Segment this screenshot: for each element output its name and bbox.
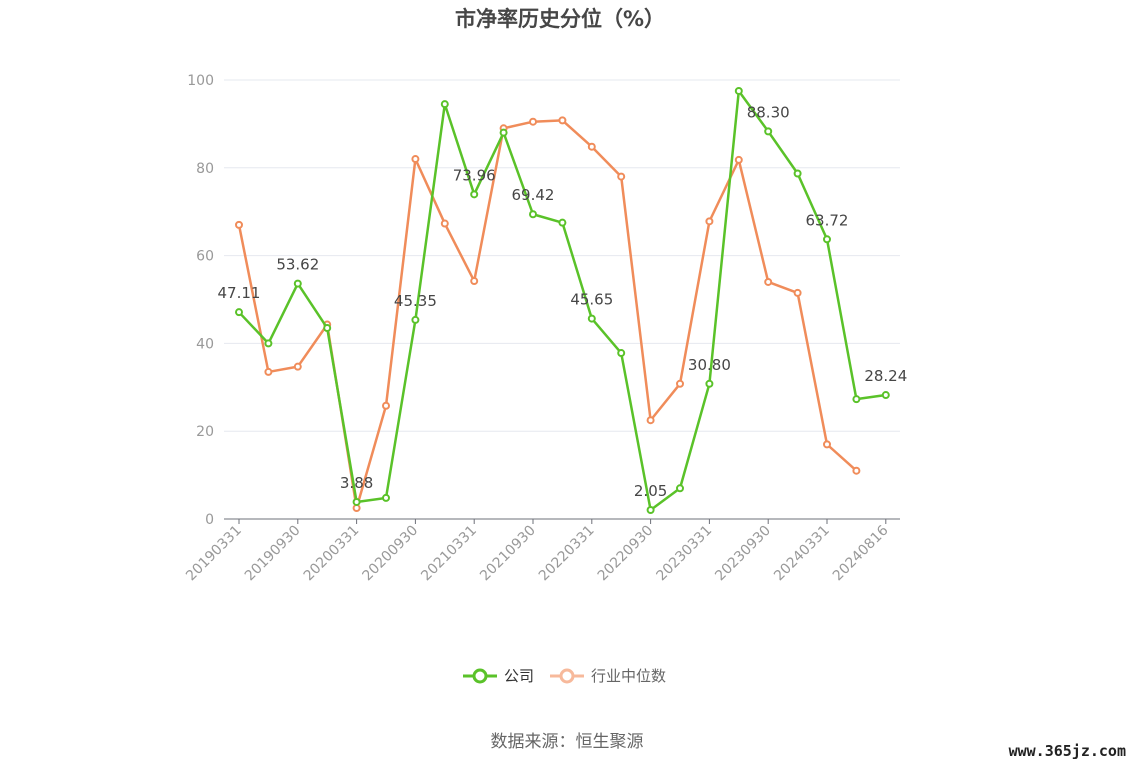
- data-point[interactable]: [235, 220, 243, 229]
- data-labels: 47.11 53.62 3.88 45.35 73.96 69.42 45.65 2.05 30…: [218, 103, 908, 500]
- data-point[interactable]: [734, 86, 743, 95]
- y-tick-label: 80: [196, 161, 214, 177]
- source-text: 数据来源：恒生聚源: [491, 732, 644, 752]
- series-industry-median: [235, 116, 861, 513]
- series-company: [235, 86, 890, 515]
- data-label: 69.42: [512, 186, 555, 204]
- data-label: 28.24: [864, 367, 907, 385]
- data-point[interactable]: [823, 235, 831, 244]
- data-point[interactable]: [499, 128, 508, 137]
- data-point[interactable]: [440, 100, 449, 109]
- legend-item-industry-median[interactable]: 行业中位数: [550, 667, 666, 685]
- data-point[interactable]: [411, 315, 420, 324]
- x-tick-label: 20230331: [654, 523, 716, 585]
- data-point[interactable]: [881, 391, 890, 400]
- data-point[interactable]: [852, 395, 861, 404]
- y-tick-label: 20: [196, 424, 214, 440]
- data-label: 47.11: [218, 284, 261, 302]
- watermark: www.365jz.com: [1009, 742, 1126, 760]
- data-point[interactable]: [764, 277, 773, 286]
- legend-item-company[interactable]: 公司: [463, 667, 534, 685]
- data-point[interactable]: [587, 314, 596, 323]
- legend-swatch-marker-company: [472, 668, 488, 684]
- data-point[interactable]: [676, 379, 684, 388]
- data-label: 2.05: [634, 482, 667, 500]
- data-point[interactable]: [558, 116, 567, 125]
- data-point[interactable]: [617, 349, 626, 358]
- legend-label-industry-median: 行业中位数: [591, 667, 666, 685]
- x-tick-label: 20200930: [360, 523, 422, 585]
- data-point[interactable]: [587, 142, 596, 151]
- grid: [224, 79, 900, 432]
- data-point[interactable]: [734, 155, 743, 164]
- data-point[interactable]: [293, 362, 302, 371]
- data-point[interactable]: [764, 127, 773, 136]
- data-point[interactable]: [705, 379, 714, 388]
- data-point[interactable]: [558, 218, 567, 227]
- data-point[interactable]: [823, 440, 831, 449]
- chart-title: 市净率历史分位（%）: [455, 7, 665, 31]
- data-point[interactable]: [705, 217, 714, 226]
- x-tick-label: 20210930: [477, 523, 539, 585]
- data-label: 88.30: [747, 103, 790, 121]
- data-point[interactable]: [617, 172, 626, 181]
- data-point[interactable]: [529, 117, 537, 126]
- data-point[interactable]: [793, 288, 802, 297]
- data-point[interactable]: [382, 401, 390, 410]
- series-line: [237, 119, 858, 510]
- y-tick-label: 100: [187, 73, 214, 89]
- x-tick-label: 20240331: [771, 523, 833, 585]
- data-point[interactable]: [793, 169, 802, 178]
- legend-swatch-marker-industry: [559, 668, 575, 684]
- data-point[interactable]: [264, 339, 273, 348]
- data-point[interactable]: [352, 497, 361, 506]
- data-label: 45.65: [570, 291, 613, 309]
- y-tick-label: 60: [196, 249, 214, 265]
- y-tick-label: 0: [205, 512, 214, 528]
- data-point[interactable]: [264, 367, 273, 376]
- data-point[interactable]: [646, 416, 655, 425]
- data-label: 45.35: [394, 292, 437, 310]
- x-tick-label: 20190930: [242, 523, 304, 585]
- data-point[interactable]: [529, 210, 537, 219]
- series-line: [238, 89, 886, 512]
- data-point[interactable]: [382, 493, 390, 502]
- series-group: [235, 86, 890, 515]
- data-point[interactable]: [852, 466, 861, 475]
- x-tick-label: 20220930: [595, 523, 657, 585]
- x-tick-label: 20210331: [418, 523, 480, 585]
- x-tick-label: 20240816: [830, 522, 892, 584]
- legend: 公司 行业中位数: [463, 667, 666, 685]
- data-label: 73.96: [453, 166, 496, 184]
- data-point[interactable]: [470, 190, 479, 199]
- data-point[interactable]: [440, 219, 449, 228]
- data-label: 3.88: [340, 474, 373, 492]
- data-point[interactable]: [646, 506, 655, 515]
- x-tick-label: 20230930: [712, 523, 774, 585]
- data-point[interactable]: [676, 484, 684, 493]
- data-point[interactable]: [323, 324, 332, 333]
- axes: 0 20 40 60 80 100 2019033120190930202003312020…: [183, 73, 900, 584]
- data-point[interactable]: [293, 279, 302, 288]
- x-tick-label: 20190331: [183, 523, 245, 585]
- data-label: 53.62: [276, 256, 319, 274]
- data-label: 30.80: [688, 356, 731, 374]
- data-point[interactable]: [470, 277, 479, 286]
- data-point[interactable]: [235, 308, 243, 317]
- data-point[interactable]: [411, 155, 420, 164]
- x-tick-label: 20220331: [536, 523, 598, 585]
- data-label: 63.72: [806, 211, 849, 229]
- y-tick-label: 40: [196, 336, 214, 352]
- legend-label-company: 公司: [504, 667, 534, 685]
- x-tick-label: 20200331: [301, 523, 363, 585]
